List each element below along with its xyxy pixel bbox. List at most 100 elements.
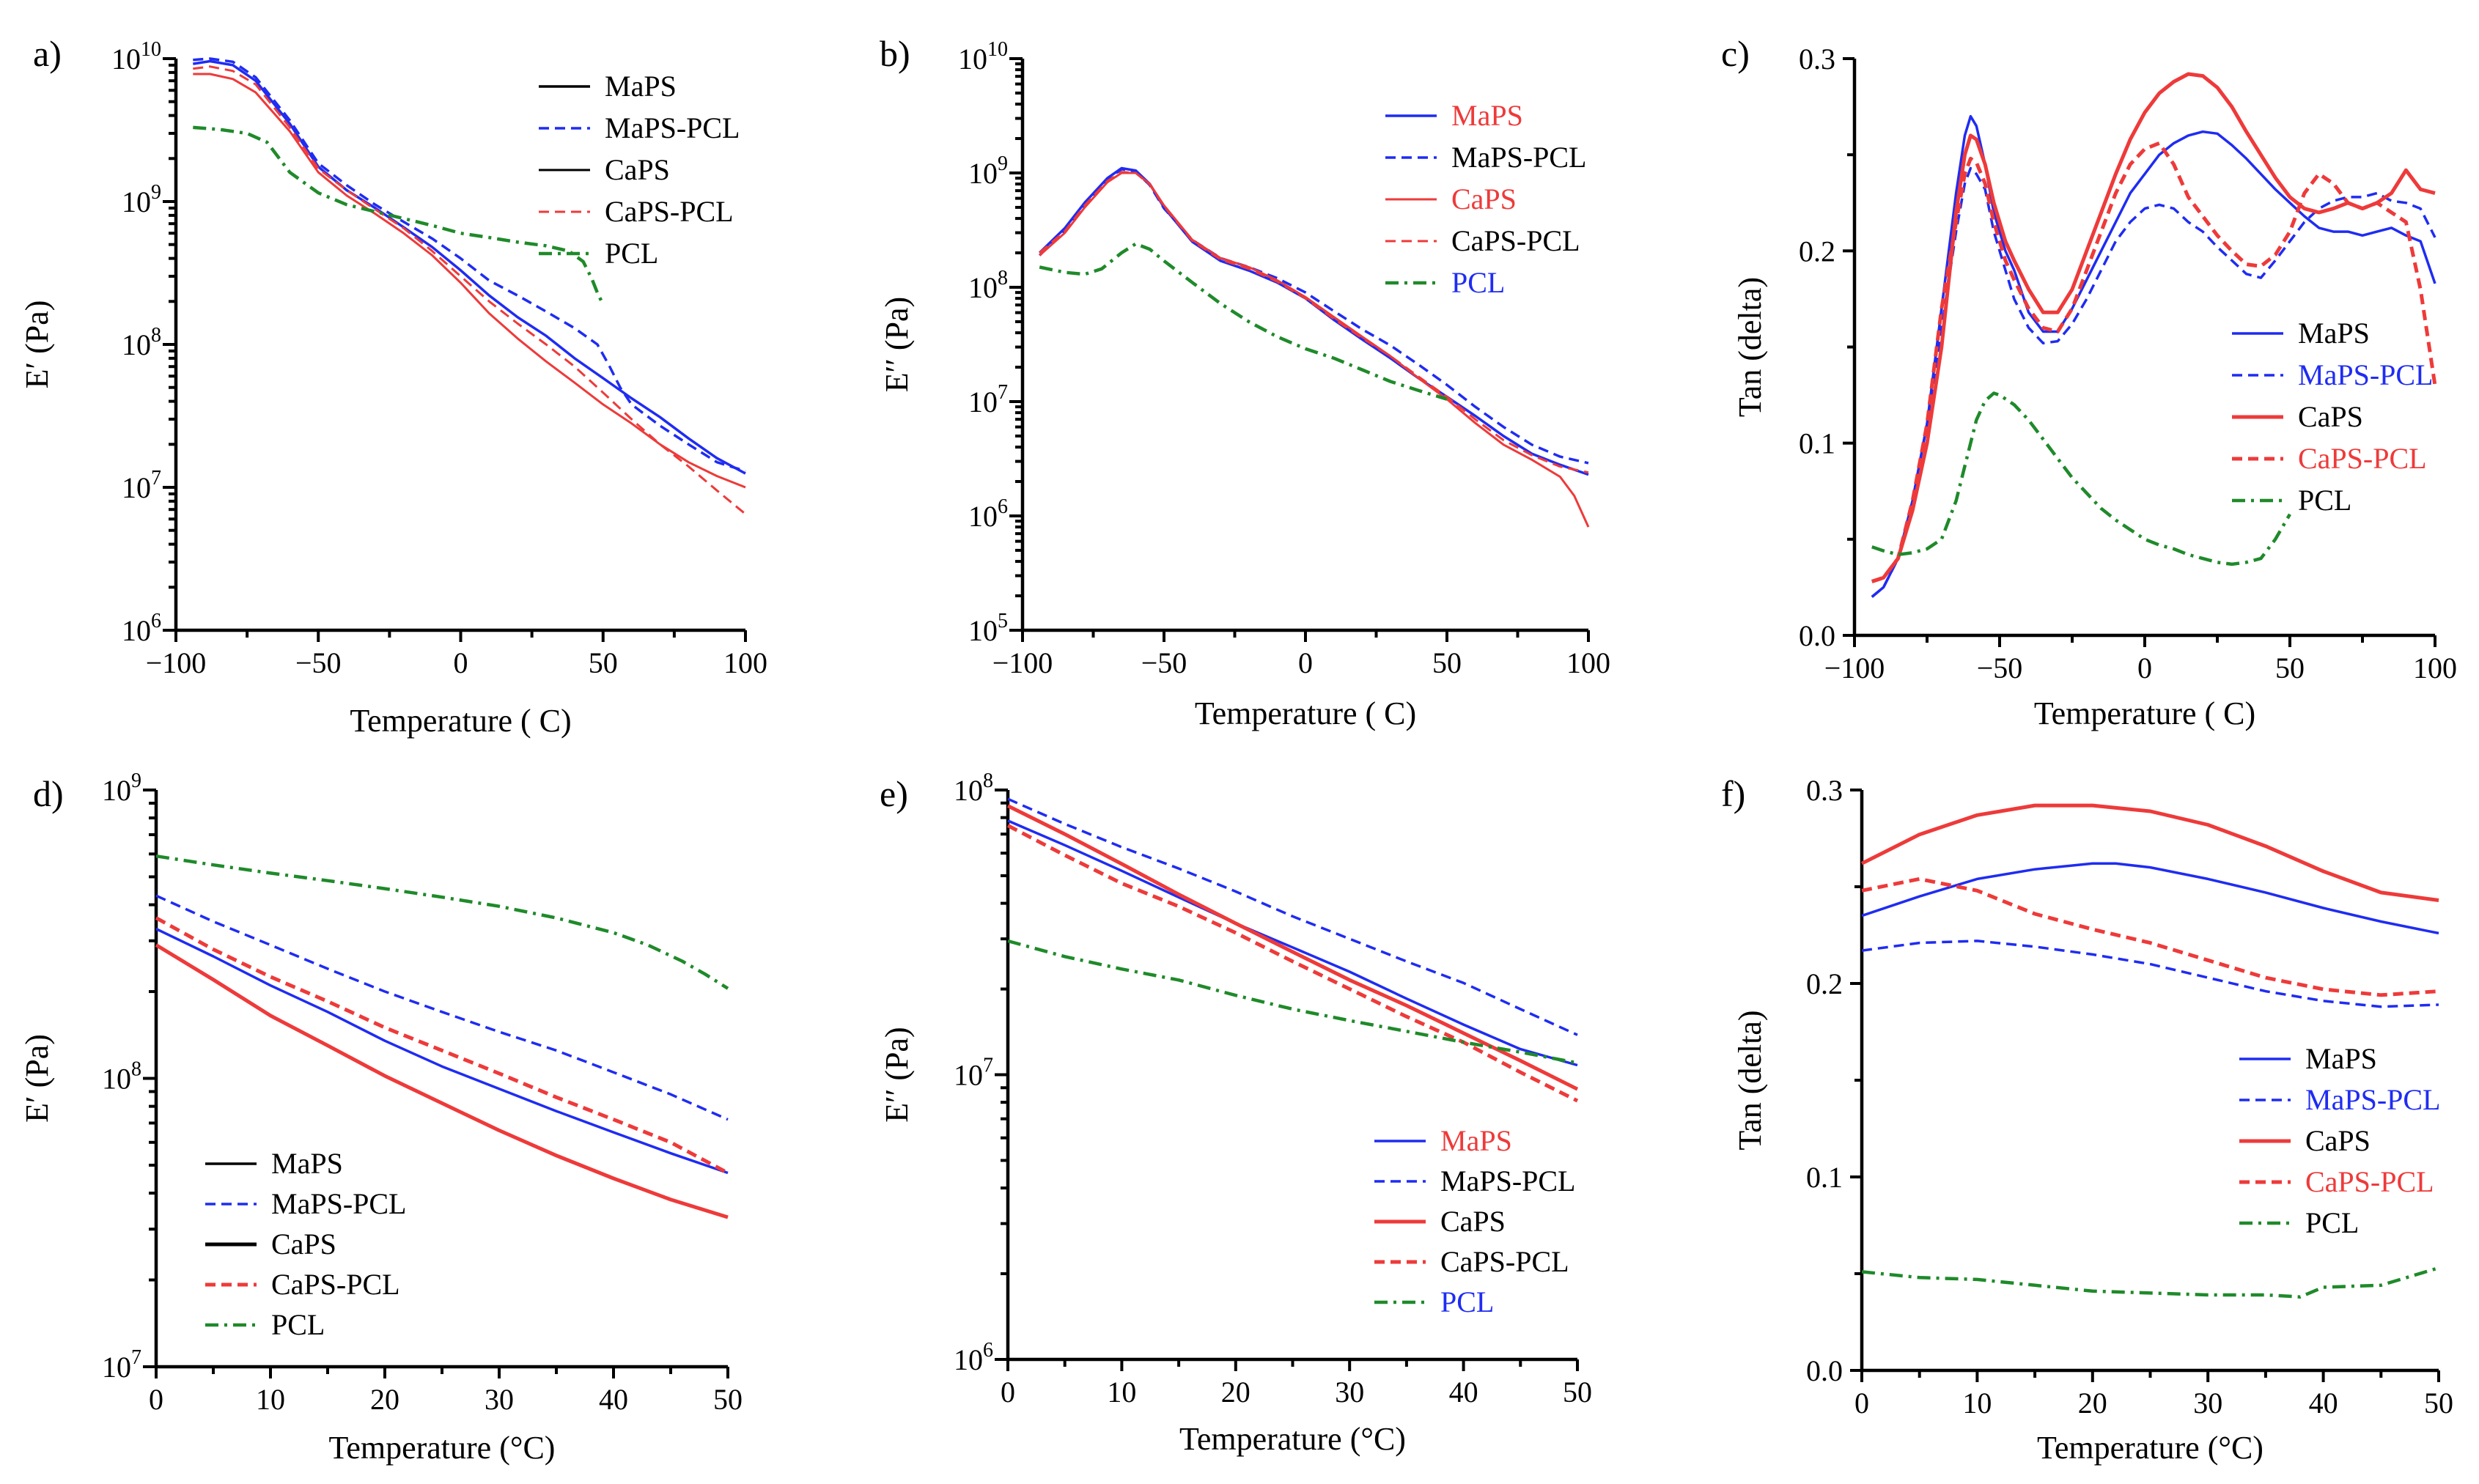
y-tick-label: 107 — [122, 467, 161, 504]
series-line-caps — [1860, 803, 2439, 902]
y-tick-label: 1010 — [958, 38, 1008, 75]
legend-label-maps-pcl: MaPS-PCL — [271, 1187, 407, 1220]
x-axis-title: Temperature (°C) — [2037, 1430, 2263, 1466]
x-tick-label: −50 — [1977, 651, 2023, 684]
x-tick-label: 50 — [2275, 651, 2305, 684]
x-tick-label: 10 — [1107, 1376, 1136, 1409]
legend-label-caps-pcl: CaPS-PCL — [605, 195, 734, 228]
x-tick-label: 30 — [2193, 1387, 2222, 1420]
y-tick-label: 0.2 — [1799, 235, 1835, 267]
x-tick-label: −100 — [146, 646, 207, 679]
x-tick-label: 0 — [149, 1383, 163, 1416]
x-axis-title: Temperature (°C) — [1179, 1421, 1406, 1457]
series-line-caps — [1006, 804, 1579, 1091]
x-tick-label: 20 — [2078, 1387, 2107, 1420]
x-tick-label: 50 — [1432, 646, 1462, 679]
legend-label-caps: CaPS — [605, 153, 670, 186]
y-axis-title: Tan (delta) — [1732, 277, 1768, 417]
y-axis-title: Tan (delta) — [1732, 1010, 1768, 1150]
x-tick-label: 20 — [1221, 1376, 1250, 1409]
x-tick-label: 50 — [1563, 1376, 1592, 1409]
legend-label-pcl: PCL — [605, 237, 658, 270]
legend-label-maps: MaPS — [1451, 99, 1523, 132]
legend-label-caps: CaPS — [271, 1228, 336, 1260]
legend: MaPS MaPS-PCL CaPS CaPS-PCL PCL — [539, 70, 740, 270]
y-tick-label: 106 — [122, 610, 161, 647]
series-line-maps — [155, 927, 729, 1175]
x-tick-label: 100 — [1566, 646, 1610, 679]
y-tick-label: 0.0 — [1806, 1354, 1843, 1387]
legend-label-pcl: PCL — [2298, 484, 2351, 517]
y-tick-label: 107 — [102, 1346, 141, 1384]
series-line-maps-pcl — [1861, 940, 2439, 1008]
legend-label-caps: CaPS — [1451, 182, 1517, 215]
panel-label: d) — [33, 773, 64, 814]
y-tick-label: 108 — [954, 769, 993, 807]
legend-label-maps-pcl: MaPS-PCL — [1440, 1164, 1576, 1197]
y-axis-title: E′′ (Pa) — [879, 1027, 915, 1122]
legend-label-pcl: PCL — [1440, 1285, 1494, 1318]
legend-label-caps-pcl: CaPS-PCL — [271, 1268, 400, 1301]
series-line-caps — [1871, 72, 2436, 583]
y-tick-label: 1010 — [111, 38, 161, 75]
x-tick-label: 0 — [1298, 646, 1313, 679]
legend-label-pcl: PCL — [1451, 266, 1505, 299]
x-tick-label: 50 — [589, 646, 618, 679]
series-line-caps-pcl — [1039, 171, 1589, 474]
series-line-pcl — [1861, 1266, 2439, 1299]
panel-label: f) — [1721, 773, 1745, 814]
y-tick-label: 106 — [954, 1339, 993, 1376]
series-line-caps — [1039, 171, 1590, 528]
series-line-pcl — [1007, 939, 1578, 1065]
x-tick-label: 40 — [1449, 1376, 1478, 1409]
y-tick-label: 0.1 — [1799, 427, 1835, 460]
x-tick-label: 100 — [723, 646, 767, 679]
x-tick-label: −100 — [992, 646, 1053, 679]
x-tick-label: 100 — [2413, 651, 2457, 684]
legend-label-caps-pcl: CaPS-PCL — [1440, 1245, 1569, 1278]
y-tick-label: 108 — [102, 1058, 141, 1096]
y-axis-title: E′ (Pa) — [19, 300, 55, 389]
panel-label: b) — [880, 33, 910, 74]
legend: MaPS MaPS-PCL CaPS CaPS-PCL PCL — [1374, 1124, 1576, 1318]
x-tick-label: 50 — [713, 1383, 743, 1416]
x-tick-label: 30 — [485, 1383, 514, 1416]
legend-label-maps: MaPS — [1440, 1124, 1512, 1157]
panel-label: a) — [33, 33, 62, 74]
legend-label-maps: MaPS — [605, 70, 677, 103]
y-tick-label: 0.2 — [1806, 967, 1843, 1000]
y-tick-label: 0.3 — [1806, 774, 1843, 807]
legend-label-pcl: PCL — [271, 1308, 325, 1341]
panel-a: a) −100 −50 0 50 100 106 107 108 109 1010 Temperatu… — [19, 33, 767, 739]
series-line-caps-pcl — [1861, 876, 2439, 997]
legend-label-caps-pcl: CaPS-PCL — [1451, 224, 1580, 257]
legend-label-caps-pcl: CaPS-PCL — [2298, 442, 2427, 475]
legend-label-maps-pcl: MaPS-PCL — [605, 111, 740, 144]
series-line-maps-pcl — [1038, 168, 1589, 465]
panel-label: e) — [880, 773, 908, 814]
x-tick-label: 40 — [2309, 1387, 2338, 1420]
y-tick-label: 106 — [968, 495, 1008, 533]
legend: MaPS MaPS-PCL CaPS CaPS-PCL PCL — [2239, 1042, 2441, 1239]
series-line-caps — [155, 943, 729, 1219]
y-tick-label: 108 — [122, 324, 161, 361]
y-tick-label: 105 — [968, 610, 1008, 647]
x-tick-label: 30 — [1335, 1376, 1364, 1409]
y-axis-title: E′ (Pa) — [19, 1034, 55, 1123]
legend-label-caps: CaPS — [2298, 400, 2363, 433]
panel-d: d) 0 10 20 30 40 50 107 108 109 Temperature (°C) E′… — [19, 769, 743, 1466]
legend: MaPS MaPS-PCL CaPS CaPS-PCL PCL — [2232, 317, 2434, 517]
series-line-caps-pcl — [1871, 141, 2437, 583]
y-tick-label: 107 — [954, 1055, 993, 1092]
series-line-pcl — [1039, 242, 1448, 401]
series-line-pcl — [193, 125, 605, 306]
legend-label-caps: CaPS — [1440, 1205, 1506, 1238]
x-axis-title: Temperature ( C) — [2034, 695, 2255, 731]
legend: MaPS MaPS-PCL CaPS CaPS-PCL PCL — [1385, 99, 1587, 299]
x-tick-label: −50 — [295, 646, 342, 679]
series-line-caps-pcl — [155, 916, 729, 1175]
legend-label-caps: CaPS — [2305, 1124, 2371, 1157]
series-line-pcl — [155, 854, 729, 990]
legend-label-maps-pcl: MaPS-PCL — [1451, 141, 1587, 174]
